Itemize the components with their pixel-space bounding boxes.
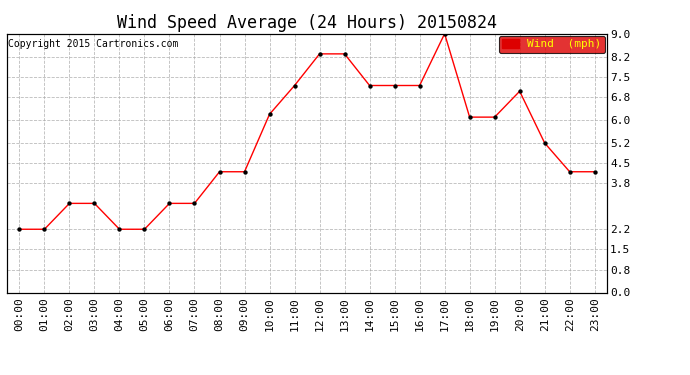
Point	[464, 114, 475, 120]
Point	[539, 140, 550, 146]
Point	[164, 200, 175, 206]
Point	[364, 82, 375, 88]
Point	[514, 88, 525, 94]
Point	[114, 226, 125, 232]
Point	[339, 51, 350, 57]
Title: Wind Speed Average (24 Hours) 20150824: Wind Speed Average (24 Hours) 20150824	[117, 14, 497, 32]
Point	[39, 226, 50, 232]
Point	[239, 169, 250, 175]
Point	[64, 200, 75, 206]
Point	[214, 169, 225, 175]
Text: Copyright 2015 Cartronics.com: Copyright 2015 Cartronics.com	[8, 39, 179, 49]
Point	[389, 82, 400, 88]
Point	[14, 226, 25, 232]
Point	[489, 114, 500, 120]
Point	[139, 226, 150, 232]
Point	[414, 82, 425, 88]
Point	[189, 200, 200, 206]
Point	[439, 31, 450, 37]
Legend: Wind  (mph): Wind (mph)	[498, 36, 605, 53]
Point	[589, 169, 600, 175]
Point	[314, 51, 325, 57]
Point	[564, 169, 575, 175]
Point	[289, 82, 300, 88]
Point	[264, 111, 275, 117]
Point	[89, 200, 100, 206]
